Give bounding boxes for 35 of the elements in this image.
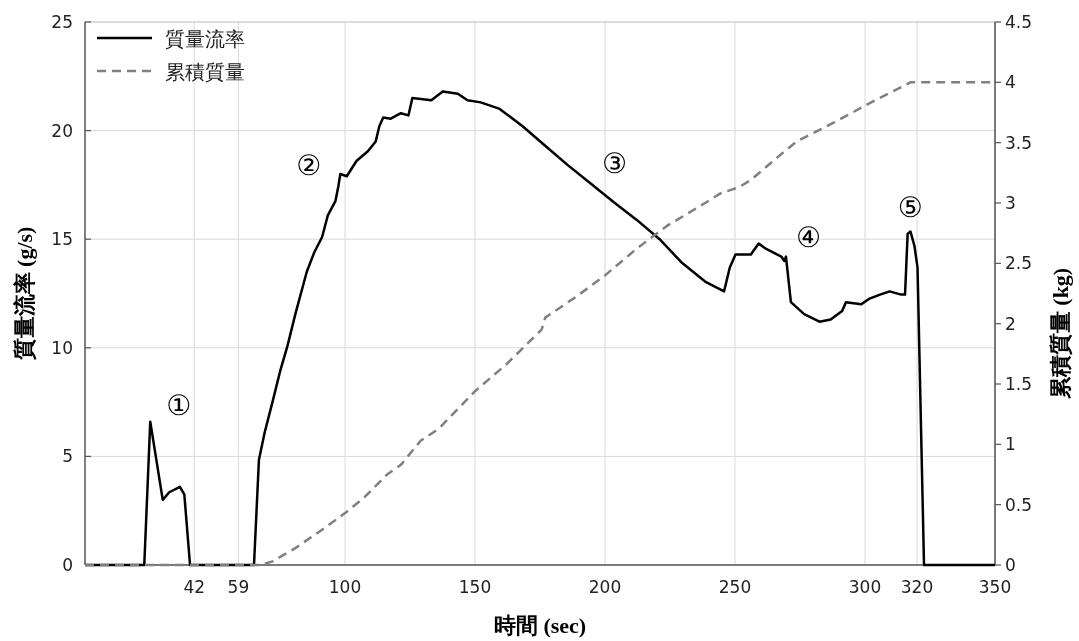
x-tick-label: 150: [458, 577, 492, 597]
y2-tick-label: 3: [1005, 193, 1016, 213]
y-tick-label: 10: [51, 337, 73, 358]
y2-tick-label: 4.5: [1005, 12, 1033, 32]
y-axis-title: 質量流率 (g/s): [12, 226, 37, 362]
y2-tick-label: 2: [1005, 313, 1016, 334]
y2-tick-label: 1.5: [1005, 374, 1033, 394]
y-tick-label: 25: [51, 12, 73, 32]
y-tick-label: 15: [51, 229, 73, 250]
y-tick-label: 0: [62, 555, 73, 575]
y2-tick-label: 3.5: [1005, 132, 1033, 153]
x-tick-label: 320: [900, 577, 934, 597]
annotation: ②: [296, 148, 322, 182]
y2-tick-label: 0.5: [1005, 494, 1033, 515]
y2-tick-label: 0: [1005, 555, 1016, 575]
x-axis-title: 時間 (sec): [493, 613, 587, 638]
x-tick-label: 300: [848, 577, 882, 597]
y2-axis-title: 累積質量 (kg): [1048, 267, 1073, 401]
x-tick-label: 250: [718, 577, 752, 597]
y-tick-label: 20: [51, 120, 73, 141]
x-tick-label: 200: [588, 577, 622, 597]
legend-label: 質量流率: [165, 27, 245, 51]
annotation: ①: [166, 388, 192, 422]
x-tick-label: 42: [183, 577, 206, 597]
annotation: ④: [795, 221, 821, 255]
annotation: ③: [602, 147, 628, 181]
y2-tick-label: 1: [1005, 434, 1016, 455]
y2-tick-label: 2.5: [1005, 253, 1033, 274]
legend-label: 累積質量: [165, 60, 245, 84]
x-tick-label: 350: [978, 577, 1012, 597]
annotation: ⑤: [897, 191, 923, 225]
x-tick-label: 100: [328, 577, 362, 597]
y-tick-label: 5: [62, 446, 73, 467]
x-tick-label: 59: [227, 577, 250, 597]
y2-tick-label: 4: [1005, 72, 1016, 93]
